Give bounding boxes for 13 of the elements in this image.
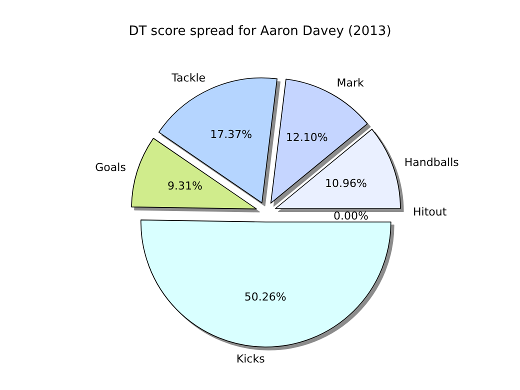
data-label: 12.10% <box>286 130 328 144</box>
slice-label: Goals <box>95 160 126 174</box>
data-label: 10.96% <box>325 176 367 190</box>
data-label: 9.31% <box>168 180 202 193</box>
slice-label: Handballs <box>404 156 460 169</box>
chart-title: DT score spread for Aaron Davey (2013) <box>128 24 392 39</box>
data-label: 50.26% <box>244 290 286 304</box>
slice-label: Mark <box>336 76 364 90</box>
slice-label: Kicks <box>236 352 266 366</box>
text: 0.00% <box>334 210 368 222</box>
category-label: Hitout <box>413 206 447 218</box>
data-label: 17.37% <box>210 128 252 142</box>
slice-label: Tackle <box>170 72 206 85</box>
